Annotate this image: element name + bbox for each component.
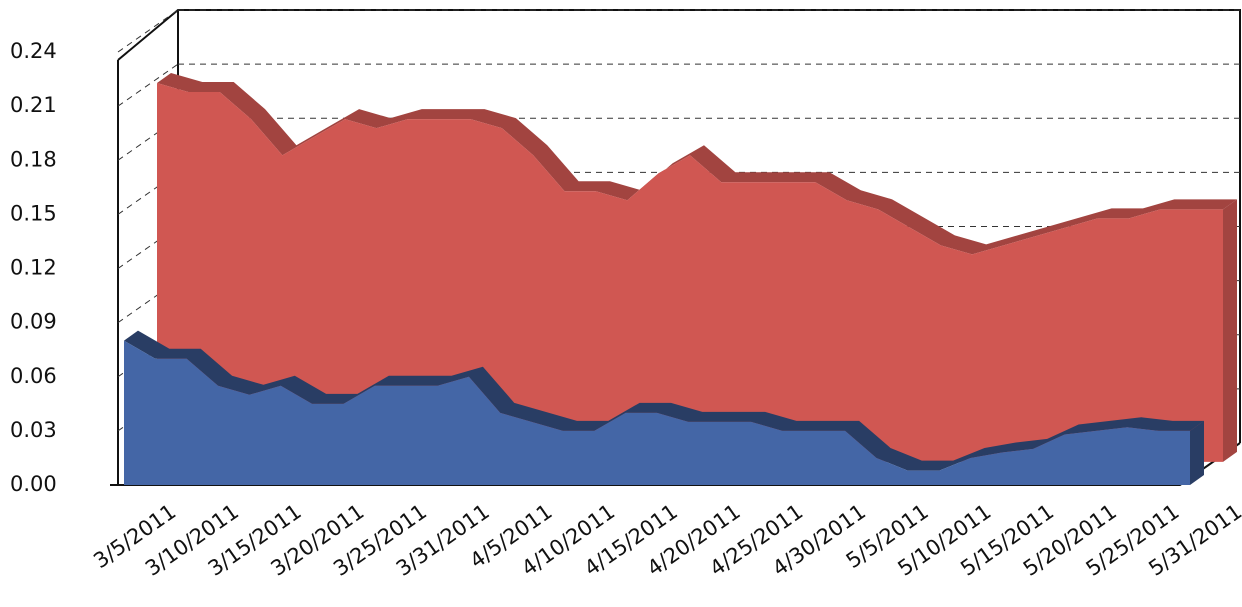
area-top bbox=[124, 330, 1204, 471]
grid-diagonal bbox=[117, 63, 179, 107]
area-top bbox=[157, 73, 1237, 255]
grid-diagonal bbox=[117, 226, 179, 269]
y-tick-label: 0.21 bbox=[10, 93, 57, 117]
y-tick-label: 0.03 bbox=[10, 418, 57, 442]
grid-diagonal bbox=[117, 9, 179, 53]
y-tick-label: 0.15 bbox=[10, 201, 57, 225]
area bbox=[124, 340, 1190, 485]
area bbox=[157, 83, 1223, 462]
y-tick-label: 0.06 bbox=[10, 364, 57, 388]
grid-diagonal bbox=[117, 171, 179, 215]
y-tick-label: 0.12 bbox=[10, 256, 57, 280]
y-tick-label: 0.09 bbox=[10, 310, 57, 334]
y-tick-label: 0.00 bbox=[10, 472, 57, 496]
y-tick-label: 0.18 bbox=[10, 147, 57, 171]
y-tick-label: 0.24 bbox=[10, 39, 57, 63]
area-side bbox=[1223, 199, 1237, 462]
grid-diagonal bbox=[117, 117, 179, 161]
grid-diagonal bbox=[117, 280, 179, 324]
area-side bbox=[1190, 420, 1204, 485]
